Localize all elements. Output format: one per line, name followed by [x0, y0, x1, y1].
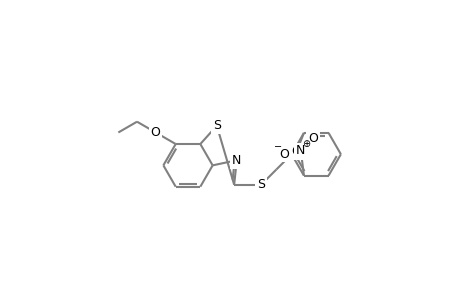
Text: O: O	[278, 148, 288, 160]
Text: −: −	[274, 142, 282, 152]
Text: O: O	[151, 126, 160, 139]
Text: S: S	[213, 119, 220, 132]
Text: Cl: Cl	[291, 145, 303, 158]
Text: S: S	[257, 178, 264, 191]
Text: ⊕: ⊕	[302, 139, 310, 149]
Text: N: N	[231, 154, 241, 167]
Text: O: O	[308, 132, 318, 145]
Text: N: N	[296, 145, 305, 158]
